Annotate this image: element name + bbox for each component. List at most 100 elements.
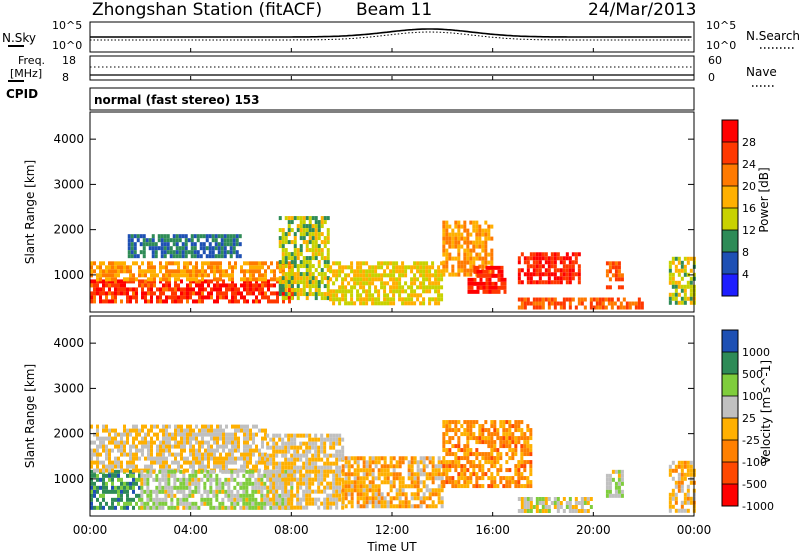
power_panel-cell-0 <box>129 299 132 304</box>
velocity_panel-cell-4 <box>362 500 366 505</box>
velocity_panel-cell-3 <box>293 473 297 478</box>
velocity_panel-cell-2 <box>263 481 267 486</box>
power_panel-cell-0 <box>252 287 255 292</box>
power_panel-cell-0 <box>276 295 279 300</box>
velocity_panel-cell-1 <box>144 424 147 429</box>
power_panel-cell-4 <box>335 297 339 302</box>
velocity_panel-cell-2 <box>248 481 252 486</box>
velocity_panel-cell-5 <box>508 432 512 437</box>
velocity_panel-cell-8 <box>671 504 675 509</box>
power_panel-cell-0 <box>201 299 204 304</box>
velocity_panel-cell-3 <box>266 461 270 466</box>
power_panel-cell-7 <box>559 272 563 277</box>
velocity_panel-cell-1 <box>159 440 162 445</box>
velocity_panel-cell-2 <box>146 501 150 506</box>
velocity_panel-cell-1 <box>108 448 111 453</box>
power_panel-cell-1 <box>153 273 156 278</box>
power_panel-cell-3 <box>314 224 318 229</box>
velocity_panel-cell-4 <box>389 480 393 485</box>
velocity_panel-cell-4 <box>374 464 378 469</box>
velocity_panel-cell-5 <box>517 428 521 433</box>
velocity_panel-cell-6 <box>550 500 554 505</box>
power_panel-cell-5 <box>472 228 476 233</box>
velocity_panel-cell-3 <box>320 433 324 438</box>
velocity_panel-cell-2 <box>233 493 237 498</box>
velocity_panel-cell-5 <box>493 448 497 453</box>
velocity_panel-cell-6 <box>580 504 584 509</box>
velocity_panel-cell-0 <box>102 497 105 502</box>
velocity_panel-cell-1 <box>138 456 141 461</box>
power_panel-cell-7 <box>550 252 554 257</box>
velocity_panel-cell-1 <box>129 444 132 449</box>
velocity_panel-cell-5 <box>445 448 449 453</box>
velocity_panel-cell-1 <box>141 452 144 457</box>
velocity_panel-cell-1 <box>144 432 147 437</box>
velocity_panel-colorbar-swatch-5 <box>722 440 738 463</box>
power_panel-cell-2 <box>223 254 227 259</box>
power_panel-cell-2 <box>223 246 227 251</box>
power_panel-cell-3 <box>284 292 288 297</box>
velocity_panel-cell-3 <box>284 485 288 490</box>
velocity_panel-cell-5 <box>502 476 506 481</box>
power_panel-cell-3 <box>305 276 309 281</box>
velocity_panel-cell-5 <box>508 444 512 449</box>
velocity_panel-cell-4 <box>428 496 432 501</box>
velocity_panel-cell-1 <box>129 464 132 469</box>
velocity_panel-cell-1 <box>189 440 192 445</box>
velocity_panel-cell-3 <box>305 489 309 494</box>
power_panel-cell-7 <box>562 268 566 273</box>
power_panel-cell-5 <box>472 248 476 253</box>
velocity_panel-cell-4 <box>398 476 402 481</box>
power_panel-cell-10 <box>683 292 687 297</box>
velocity_panel-cell-4 <box>437 476 441 481</box>
velocity_panel-cell-1 <box>207 456 210 461</box>
power_panel-cell-0 <box>216 283 219 288</box>
power_panel-cell-5 <box>457 224 461 229</box>
velocity_panel-cell-1 <box>102 464 105 469</box>
power_panel-cell-9 <box>614 265 618 270</box>
velocity_panel-cell-4 <box>422 480 426 485</box>
power_panel-cell-3 <box>281 252 285 257</box>
power_panel-cell-2 <box>133 234 137 239</box>
power_panel-cell-4 <box>440 297 444 302</box>
power_panel-cell-4 <box>350 293 354 298</box>
velocity_panel-cell-4 <box>416 464 420 469</box>
velocity_panel-cell-4 <box>407 464 411 469</box>
velocity_panel-cell-1 <box>189 424 192 429</box>
power_panel-cell-3 <box>308 284 312 289</box>
power_panel-cell-3 <box>308 280 312 285</box>
velocity_panel-cell-1 <box>120 460 123 465</box>
velocity_panel-cell-1 <box>150 428 153 433</box>
velocity_panel-cell-3 <box>275 493 279 498</box>
power_panel-cell-3 <box>314 280 318 285</box>
velocity_panel-cell-3 <box>299 457 303 462</box>
power_panel-cell-0 <box>222 283 225 288</box>
velocity_panel-cell-4 <box>398 492 402 497</box>
power_panel-cell-0 <box>261 295 264 300</box>
velocity_panel-cell-1 <box>177 464 180 469</box>
power_panel-cell-3 <box>305 240 309 245</box>
velocity_panel-cell-1 <box>234 460 237 465</box>
power_panel-cell-2 <box>196 238 200 243</box>
velocity_panel-cell-0 <box>138 485 141 490</box>
power_panel-cell-5 <box>463 236 467 241</box>
velocity_panel-cell-2 <box>176 505 180 510</box>
velocity_panel-cell-5 <box>499 444 503 449</box>
velocity_panel-cell-2 <box>182 485 186 490</box>
power_panel-cell-2 <box>166 246 170 251</box>
velocity_panel-cell-3 <box>308 493 312 498</box>
velocity_panel-cell-3 <box>311 457 315 462</box>
velocity_panel-cell-2 <box>170 473 174 478</box>
power_panel-cell-3 <box>326 260 330 265</box>
power_panel-cell-3 <box>284 256 288 261</box>
power_panel-cell-4 <box>428 297 432 302</box>
velocity_panel-cell-4 <box>410 492 414 497</box>
power_panel-cell-5 <box>487 260 491 265</box>
velocity_panel-cell-3 <box>308 489 312 494</box>
velocity_panel-cell-8 <box>671 460 675 465</box>
velocity_panel-cell-1 <box>105 448 108 453</box>
power_panel-cell-3 <box>311 284 315 289</box>
velocity_panel-cell-1 <box>246 432 249 437</box>
power_panel-cell-2 <box>193 234 197 239</box>
velocity_panel-cell-4 <box>392 496 396 501</box>
